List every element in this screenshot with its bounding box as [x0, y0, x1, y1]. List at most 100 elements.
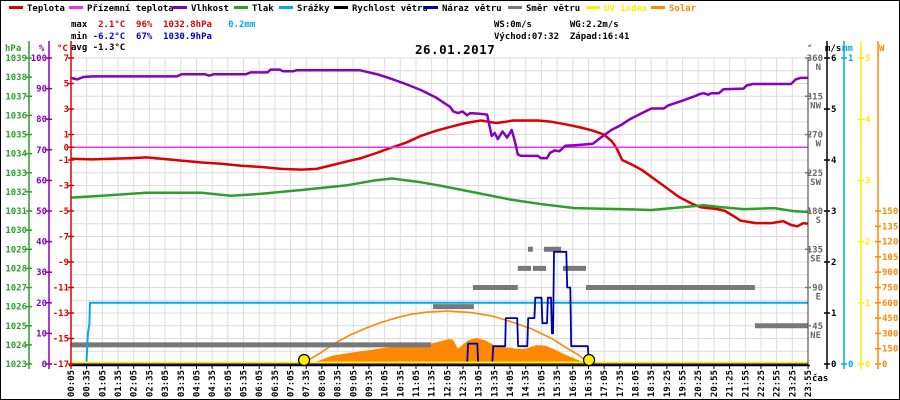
x-tick-label: 21:25 [726, 370, 736, 397]
temp-tick-label: -17 [53, 360, 69, 370]
x-tick-label: 00:05 [67, 370, 77, 397]
legend-label: Náraz větru [442, 4, 502, 14]
legend-dash-icon [508, 6, 522, 9]
deg-direction-label: W [816, 140, 822, 150]
stat-value: WG:2.2m/s [569, 20, 619, 30]
uv-tick-label: 0 [865, 360, 870, 370]
hpa-tick-label: 1023 [5, 360, 27, 370]
x-tick-label: 07:35 [302, 370, 312, 397]
temp-tick-label: -1 [58, 156, 69, 166]
legend-item-sm-r-v-tru: Směr větru [508, 4, 580, 16]
series-vlhkost [70, 68, 808, 160]
deg-direction-label: N [816, 63, 821, 73]
x-tick-label: 08:05 [318, 370, 328, 397]
deg-tick-label: 135 [807, 245, 823, 255]
stat-value: 0.2mm [211, 20, 256, 30]
legend-label: Vlhkost [191, 4, 229, 14]
w-tick-label: 1200 [882, 238, 900, 248]
x-tick-label: 06:35 [271, 370, 281, 397]
stat-value: 1030.9hPa [157, 31, 212, 42]
ms-tick-label: 4 [831, 156, 837, 166]
x-tick-label: 10:05 [381, 370, 391, 397]
stats-row: WS:0m/s WG:2.2m/s [494, 20, 629, 32]
legend-dash-icon [9, 6, 23, 9]
temp-tick-label: -15 [53, 335, 69, 345]
hpa-tick-label: 1026 [5, 303, 27, 313]
x-tick-label: 23:55 [804, 370, 814, 397]
x-tick-label: 22:25 [757, 370, 767, 397]
x-tick-label: 19:25 [663, 370, 673, 397]
deg-tick-label: 360 [807, 54, 823, 64]
x-tick-label: 16:35 [584, 370, 594, 397]
wind-direction-bar [527, 246, 533, 252]
stat-value: -1.3°C [92, 43, 126, 53]
x-tick-label: 17:35 [616, 370, 626, 397]
hpa-tick-label: 1035 [5, 131, 27, 141]
temp-tick-label: 3 [64, 105, 69, 115]
ms-tick-label: 0 [831, 360, 836, 370]
legend-item-vlhkost: Vlhkost [173, 4, 229, 16]
legend-dash-icon [234, 6, 248, 9]
legend-dash-icon [586, 6, 600, 9]
deg-direction-label: NW [810, 101, 821, 111]
hum-axis-unit: % [39, 44, 45, 54]
x-tick-label: 14:05 [506, 370, 516, 397]
x-tick-label: 07:05 [287, 370, 297, 397]
hum-tick-label: 0 [42, 360, 47, 370]
legend-item-sr-ky: Srážky [279, 4, 330, 16]
stat-value: max [71, 20, 93, 30]
temp-tick-label: -13 [53, 309, 69, 319]
ms-tick-label: 5 [831, 105, 836, 115]
hpa-tick-label: 1033 [5, 169, 27, 179]
hum-tick-label: 10 [36, 329, 47, 339]
x-tick-label: 02:05 [130, 370, 140, 397]
x-tick-label: 04:35 [208, 370, 218, 397]
stat-value: 96% [130, 20, 158, 30]
w-tick-label: 1350 [882, 222, 900, 232]
legend-label: Srážky [297, 4, 330, 14]
w-tick-label: 0 [882, 360, 887, 370]
x-tick-label: 15:35 [553, 370, 563, 397]
x-tick-label: 03:05 [161, 370, 171, 397]
w-tick-label: 150 [882, 345, 898, 355]
legend-label: Solar [669, 4, 697, 14]
x-tick-label: 13:35 [490, 370, 500, 397]
temp-tick-label: -11 [53, 284, 69, 294]
uv-tick-label: 5 [865, 54, 870, 64]
x-tick-label: 10:35 [396, 370, 406, 397]
uv-tick-label: 1 [865, 299, 870, 309]
legend-item-uv-index: UV index [586, 4, 647, 16]
x-tick-label: 20:55 [710, 370, 720, 397]
deg-tick-label: 315 [807, 92, 823, 102]
hpa-tick-label: 1034 [5, 150, 27, 160]
hum-tick-label: 40 [36, 238, 47, 248]
deg-axis-unit: ° [807, 44, 812, 54]
legend-dash-icon [173, 6, 187, 9]
wind-direction-bar [517, 265, 532, 271]
stat-value: 67% [130, 31, 158, 42]
w-tick-label: 900 [882, 268, 898, 278]
legend-dash-icon [279, 6, 293, 9]
temp-tick-label: 5 [64, 80, 69, 90]
w-tick-label: 1500 [882, 207, 900, 217]
mm-axis-unit: mm [842, 44, 853, 54]
x-tick-label: 18:05 [632, 370, 642, 397]
x-tick-label: 08:35 [334, 370, 344, 397]
x-tick-label: 20:25 [694, 370, 704, 397]
legend-label: Přízemní teplota [87, 4, 174, 14]
hum-tick-label: 50 [36, 207, 47, 217]
ms-tick-label: 3 [831, 207, 836, 217]
x-tick-label: 05:05 [224, 370, 234, 397]
x-tick-label: 00:35 [83, 370, 93, 397]
x-tick-label: 02:35 [145, 370, 155, 397]
hpa-tick-label: 1038 [5, 73, 27, 83]
legend-item-rychlost-v-tru: Rychlost větru [334, 4, 428, 16]
stat-value: Východ:07:32 [494, 31, 570, 42]
w-tick-label: 450 [882, 314, 898, 324]
hpa-tick-label: 1025 [5, 322, 27, 332]
series-tlak [70, 177, 809, 214]
legend-dash-icon [69, 6, 83, 9]
stats-min-max-avg: max 2.1°C 96% 1032.8hPa 0.2mm min -6.2°C … [71, 20, 255, 55]
x-tick-label: 01:35 [114, 370, 124, 397]
